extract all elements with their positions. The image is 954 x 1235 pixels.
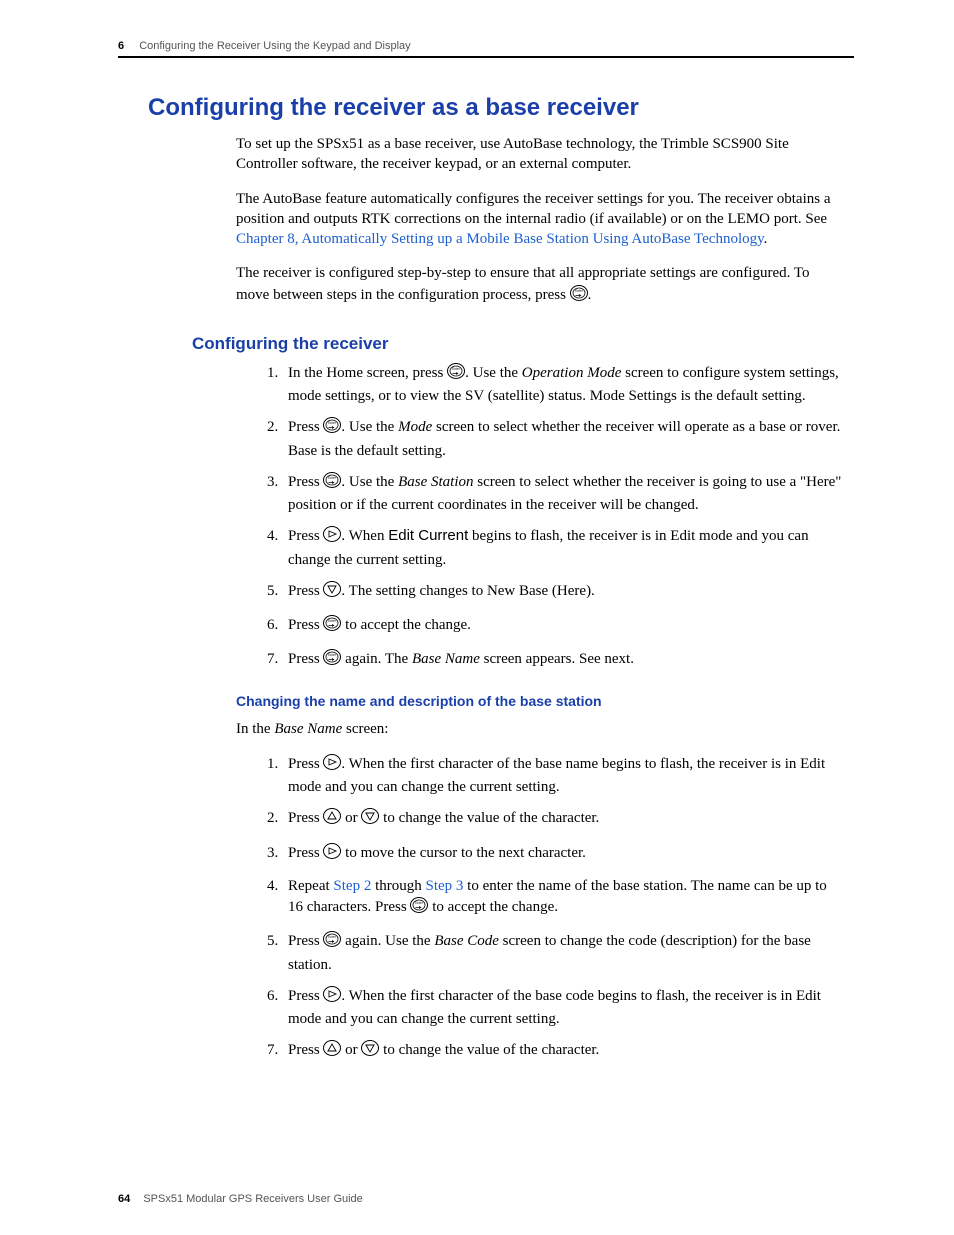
text: Press: [288, 845, 323, 861]
enter-button-icon: [323, 614, 341, 638]
text: Press: [288, 933, 323, 949]
screen-name: Mode: [398, 419, 432, 435]
up-button-icon: [323, 1039, 341, 1063]
step-1: In the Home screen, press . Use the Oper…: [282, 362, 844, 407]
enter-button-icon: [323, 416, 341, 440]
intro-p2-tail: .: [764, 231, 768, 247]
enter-button-icon: [323, 471, 341, 495]
text: Repeat: [288, 878, 333, 894]
enter-button-icon: [323, 930, 341, 954]
step-3: Press to move the cursor to the next cha…: [282, 842, 844, 866]
intro-p2-text: The AutoBase feature automatically confi…: [236, 191, 831, 227]
text: through: [371, 878, 425, 894]
text: screen:: [342, 721, 388, 737]
screen-name: Base Name: [412, 651, 480, 667]
text: . Use the: [465, 365, 522, 381]
text: Press: [288, 419, 323, 435]
right-button-icon: [323, 753, 341, 777]
down-button-icon: [361, 807, 379, 831]
autobase-chapter-link[interactable]: Chapter 8, Automatically Setting up a Mo…: [236, 231, 764, 247]
step2-link[interactable]: Step 2: [333, 878, 371, 894]
text: or: [341, 1042, 361, 1058]
text: Press: [288, 756, 323, 772]
step-6: Press to accept the change.: [282, 614, 844, 638]
text: . Use the: [341, 419, 398, 435]
changing-name-steps: Press . When the first character of the …: [238, 753, 844, 1064]
right-button-icon: [323, 525, 341, 549]
text: to change the value of the character.: [379, 810, 599, 826]
enter-button-icon: [447, 362, 465, 386]
running-header: 6 Configuring the Receiver Using the Key…: [118, 40, 854, 52]
down-button-icon: [361, 1039, 379, 1063]
configuring-steps: In the Home screen, press . Use the Oper…: [238, 362, 844, 673]
step-7: Press or to change the value of the char…: [282, 1039, 844, 1063]
page-title: Configuring the receiver as a base recei…: [148, 94, 854, 122]
step3-link[interactable]: Step 3: [426, 878, 464, 894]
header-rule: [118, 56, 854, 58]
text: In the Home screen, press: [288, 365, 447, 381]
text: Press: [288, 810, 323, 826]
text: Press: [288, 617, 323, 633]
step-7: Press again. The Base Name screen appear…: [282, 648, 844, 672]
enter-button-icon: [570, 284, 588, 308]
lead-text: In the Base Name screen:: [236, 719, 844, 739]
screen-name: Base Name: [274, 721, 342, 737]
text: Press: [288, 651, 323, 667]
right-button-icon: [323, 842, 341, 866]
section-heading-changing-name: Changing the name and description of the…: [236, 693, 854, 709]
section-heading-configuring: Configuring the receiver: [192, 334, 854, 354]
text: Press: [288, 528, 323, 544]
text: to change the value of the character.: [379, 1042, 599, 1058]
chapter-title: Configuring the Receiver Using the Keypa…: [139, 40, 411, 52]
section2-lead: In the Base Name screen:: [236, 719, 844, 739]
text: or: [341, 810, 361, 826]
text: In the: [236, 721, 274, 737]
text: . When: [341, 528, 388, 544]
right-button-icon: [323, 985, 341, 1009]
step-2: Press or to change the value of the char…: [282, 807, 844, 831]
up-button-icon: [323, 807, 341, 831]
text: . When the first character of the base n…: [288, 756, 825, 795]
ui-label: Edit Current: [388, 527, 468, 544]
text: Press: [288, 583, 323, 599]
down-button-icon: [323, 580, 341, 604]
text: Press: [288, 1042, 323, 1058]
screen-name: Operation Mode: [522, 365, 622, 381]
text: screen appears. See next.: [480, 651, 634, 667]
step-4: Press . When Edit Current begins to flas…: [282, 525, 844, 570]
text: again. The: [341, 651, 412, 667]
text: Press: [288, 988, 323, 1004]
text: to accept the change.: [341, 617, 471, 633]
step-6: Press . When the first character of the …: [282, 985, 844, 1030]
page-footer: 64 SPSx51 Modular GPS Receivers User Gui…: [118, 1193, 363, 1205]
step-2: Press . Use the Mode screen to select wh…: [282, 416, 844, 461]
step-5: Press again. Use the Base Code screen to…: [282, 930, 844, 975]
intro-p3-tail: .: [588, 287, 592, 303]
intro-block: To set up the SPSx51 as a base receiver,…: [236, 134, 844, 308]
intro-p3-text: The receiver is configured step-by-step …: [236, 265, 809, 302]
text: to move the cursor to the next character…: [341, 845, 586, 861]
step-5: Press . The setting changes to New Base …: [282, 580, 844, 604]
intro-p3: The receiver is configured step-by-step …: [236, 263, 844, 308]
page: 6 Configuring the Receiver Using the Key…: [0, 0, 954, 1235]
text: . When the first character of the base c…: [288, 988, 821, 1027]
screen-name: Base Code: [434, 933, 499, 949]
enter-button-icon: [323, 648, 341, 672]
intro-p2: The AutoBase feature automatically confi…: [236, 189, 844, 250]
enter-button-icon: [410, 896, 428, 920]
text: Press: [288, 474, 323, 490]
step-4: Repeat Step 2 through Step 3 to enter th…: [282, 876, 844, 921]
step-1: Press . When the first character of the …: [282, 753, 844, 798]
text: . Use the: [341, 474, 398, 490]
text: to accept the change.: [428, 899, 558, 915]
doc-title: SPSx51 Modular GPS Receivers User Guide: [143, 1193, 362, 1205]
intro-p1: To set up the SPSx51 as a base receiver,…: [236, 134, 844, 175]
page-number: 64: [118, 1193, 130, 1205]
text: again. Use the: [341, 933, 434, 949]
text: . The setting changes to New Base (Here)…: [341, 583, 594, 599]
screen-name: Base Station: [398, 474, 473, 490]
step-3: Press . Use the Base Station screen to s…: [282, 471, 844, 516]
chapter-number: 6: [118, 40, 124, 52]
